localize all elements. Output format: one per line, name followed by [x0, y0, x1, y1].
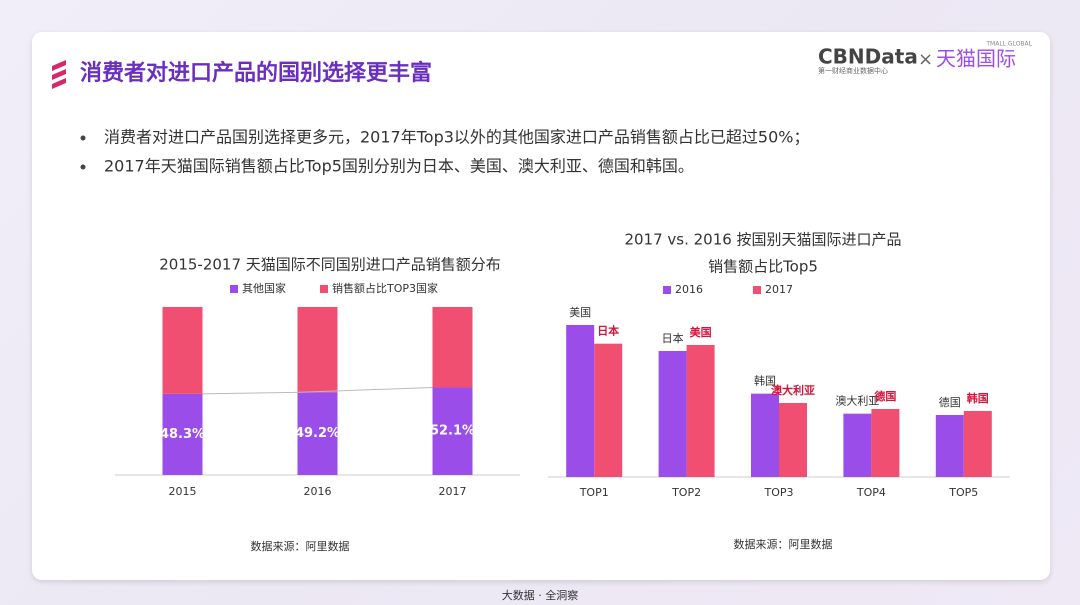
x-tick-label: 2016 — [304, 485, 332, 498]
bar-segment — [162, 393, 203, 475]
chart-title: 2017 vs. 2016 按国别天猫国际进口产品 — [624, 231, 901, 249]
x-tick-label: 2017 — [439, 485, 467, 498]
legend-label: 销售额占比TOP3国家 — [332, 281, 438, 295]
x-tick-label: TOP1 — [579, 486, 609, 499]
chart-title: 2015-2017 天猫国际不同国别进口产品销售额分布 — [159, 256, 501, 274]
bar-segment — [297, 392, 338, 475]
bar — [658, 351, 687, 477]
source-note: 数据来源：阿里数据 — [251, 539, 350, 553]
bar-country-label: 韩国 — [754, 374, 776, 388]
bar — [843, 413, 872, 477]
logo-partner-sub: TMALL GLOBAL — [985, 41, 1032, 48]
bullet-text: 消费者对进口产品国别选择更多元，2017年Top3以外的其他国家进口产品销售额占… — [104, 128, 809, 147]
legend-swatch — [230, 285, 238, 293]
bar — [594, 343, 623, 477]
footer: 大数据 · 全洞察 — [502, 588, 579, 602]
bar — [751, 393, 779, 477]
logo-partner: 天猫国际 — [936, 47, 1016, 71]
x-tick-label: TOP2 — [671, 486, 701, 499]
bar — [871, 409, 900, 477]
logo-sub: 第一财经商业数据中心 — [818, 66, 888, 75]
bar-country-label: 德国 — [939, 395, 961, 409]
slide-card — [32, 32, 1050, 580]
legend-label: 其他国家 — [242, 281, 286, 295]
legend-label: 2017 — [765, 283, 793, 296]
bullet-dot — [80, 135, 86, 141]
title-icon — [52, 60, 66, 89]
bar — [566, 325, 595, 477]
x-tick-label: TOP4 — [856, 486, 886, 499]
bar-country-label: 德国 — [873, 389, 896, 403]
bar-country-label: 美国 — [569, 306, 591, 319]
bar-country-label: 澳大利亚 — [835, 394, 879, 408]
bar-segment — [432, 387, 473, 475]
value-label: 49.2% — [295, 426, 340, 441]
x-tick-label: TOP3 — [763, 486, 793, 499]
source-note: 数据来源：阿里数据 — [734, 537, 833, 551]
legend-label: 2016 — [675, 283, 703, 296]
x-tick-label: TOP5 — [948, 486, 978, 499]
bar-country-label: 日本 — [662, 331, 684, 345]
bar — [779, 403, 807, 477]
legend-swatch — [663, 286, 671, 294]
slide-title: 消费者对进口产品的国别选择更丰富 — [80, 60, 432, 86]
bullet-text: 2017年天猫国际销售额占比Top5国别分别为日本、美国、澳大利亚、德国和韩国。 — [104, 157, 694, 176]
value-label: 52.1% — [430, 424, 475, 439]
bullet-dot — [80, 164, 86, 170]
value-label: 48.3% — [160, 427, 205, 442]
bar-country-label: 澳大利亚 — [771, 383, 815, 397]
bar-country-label: 美国 — [690, 325, 712, 339]
logo: CBNData — [818, 45, 918, 69]
bar-segment — [297, 307, 338, 393]
bar-segment — [432, 307, 473, 388]
x-tick-label: 2015 — [169, 485, 197, 498]
connector-line — [202, 386, 433, 395]
legend-swatch — [320, 285, 328, 293]
bar-country-label: 韩国 — [967, 391, 989, 405]
bar-segment — [162, 307, 203, 394]
bar — [935, 415, 964, 477]
bar — [686, 345, 715, 477]
chart-title: 销售额占比Top5 — [708, 258, 818, 276]
bar-country-label: 日本 — [597, 324, 619, 338]
logo-cross: × — [918, 49, 933, 70]
legend-swatch — [753, 286, 761, 294]
bar — [963, 411, 992, 477]
